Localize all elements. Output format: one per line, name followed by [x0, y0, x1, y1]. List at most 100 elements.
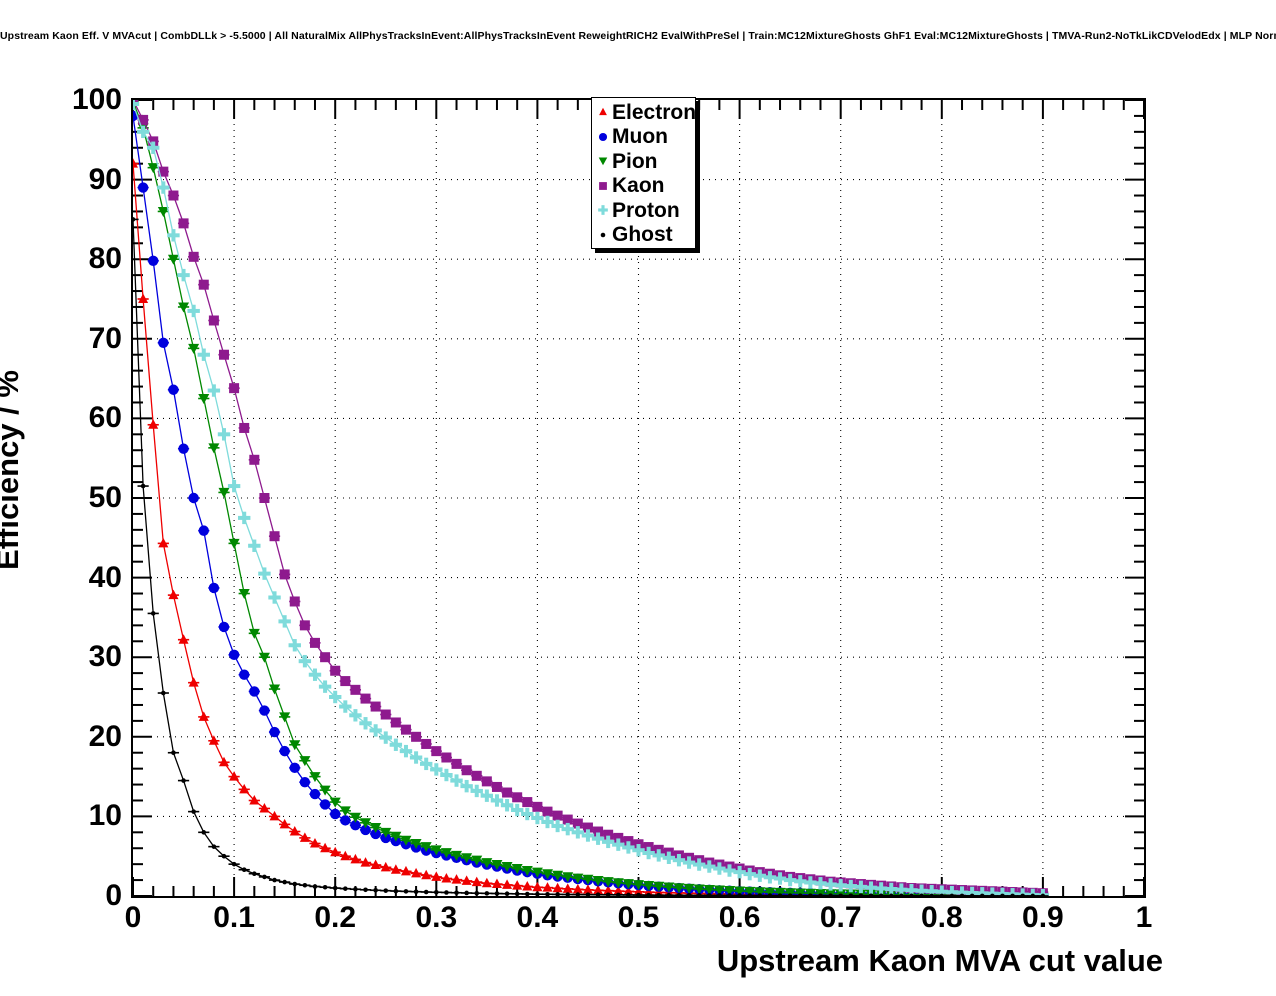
data-point: [905, 883, 918, 896]
data-point: [593, 884, 604, 895]
data-point: [279, 818, 290, 829]
data-point: [878, 893, 884, 896]
data-point: [717, 893, 722, 896]
data-point: [490, 794, 504, 807]
data-point: [330, 665, 341, 676]
data-point: [522, 880, 533, 891]
data-point: [369, 724, 382, 737]
legend-entry-kaon[interactable]: Kaon: [594, 174, 695, 199]
data-point: [390, 831, 402, 842]
data-point: [343, 886, 348, 891]
data-point: [198, 525, 209, 536]
legend-entry-pion[interactable]: Pion: [594, 149, 695, 174]
data-point: [747, 893, 753, 896]
data-point: [474, 890, 480, 896]
data-point: [723, 864, 736, 877]
data-point: [542, 806, 553, 817]
y-tick-label: 70: [88, 321, 122, 355]
data-point: [350, 684, 361, 695]
data-point: [797, 893, 803, 896]
data-point: [229, 771, 240, 781]
data-point: [227, 479, 241, 493]
data-point: [370, 859, 381, 869]
data-point: [258, 652, 270, 663]
data-point: [370, 828, 381, 840]
data-point: [572, 873, 584, 884]
data-point: [229, 383, 240, 394]
data-point: [312, 884, 318, 889]
data-point: [279, 712, 291, 723]
legend-entry-proton[interactable]: Proton: [594, 198, 695, 223]
x-axis-tick-labels: 0 0.1 0.2 0.3 0.4 0.5 0.6 0.7 0.8 0.9 1: [0, 903, 1276, 953]
data-point: [774, 887, 786, 896]
data-point: [319, 785, 331, 796]
data-point: [217, 428, 231, 441]
data-point: [979, 893, 985, 896]
data-point: [411, 731, 422, 742]
data-point: [491, 781, 502, 792]
data-point: [899, 893, 904, 896]
data-point: [787, 893, 793, 896]
data-point: [191, 809, 196, 814]
data-point: [825, 889, 837, 896]
data-point: [663, 882, 675, 893]
data-point: [471, 855, 483, 866]
data-point: [470, 784, 483, 798]
data-point: [440, 768, 453, 782]
axis-ticks: [133, 100, 1144, 896]
x-tick-label: 0.3: [415, 901, 458, 934]
data-point: [421, 738, 432, 749]
data-point: [188, 492, 199, 504]
data-point: [451, 758, 462, 769]
data-point: [484, 891, 490, 896]
data-point: [259, 705, 270, 716]
data-point: [299, 776, 311, 788]
data-point: [389, 738, 403, 751]
data-point: [133, 100, 140, 111]
data-point: [612, 878, 624, 889]
data-point: [703, 860, 716, 873]
data-point: [623, 836, 634, 847]
data-point: [188, 343, 200, 354]
data-point: [925, 885, 938, 896]
data-point: [824, 878, 837, 891]
x-tick-label: 0: [124, 901, 142, 934]
data-point: [454, 890, 459, 896]
y-tick-label: 40: [88, 560, 122, 594]
data-point: [319, 799, 331, 810]
data-point: [754, 887, 766, 896]
data-point: [178, 302, 190, 313]
data-point: [514, 891, 520, 896]
data-point: [320, 842, 331, 853]
data-point: [653, 881, 665, 892]
data-point: [713, 862, 726, 875]
legend-entry-ghost[interactable]: Ghost: [594, 223, 695, 248]
data-point: [299, 832, 310, 842]
data-point: [794, 888, 806, 896]
legend-entry-muon[interactable]: Muon: [594, 125, 695, 150]
data-point: [158, 537, 169, 548]
x-axis-title: Upstream Kaon MVA cut value: [716, 943, 1163, 978]
data-point: [949, 893, 955, 896]
data-point: [181, 778, 186, 783]
data-series-svg: [133, 100, 1144, 896]
data-point: [521, 866, 533, 877]
data-point: [874, 882, 888, 895]
data-point: [676, 892, 682, 896]
data-point: [531, 867, 543, 878]
data-point: [652, 849, 665, 862]
data-point: [935, 885, 948, 896]
plot-area: [133, 100, 1144, 896]
data-point: [359, 717, 372, 730]
data-point: [400, 724, 411, 735]
data-point: [552, 810, 563, 821]
data-point: [692, 858, 706, 871]
data-point: [167, 229, 180, 242]
legend-entry-electron[interactable]: Electron: [594, 100, 696, 125]
data-point: [613, 832, 624, 843]
data-point: [379, 731, 392, 744]
data-point: [571, 826, 585, 839]
data-point: [168, 384, 179, 395]
data-point: [500, 799, 514, 812]
data-point: [360, 818, 372, 829]
